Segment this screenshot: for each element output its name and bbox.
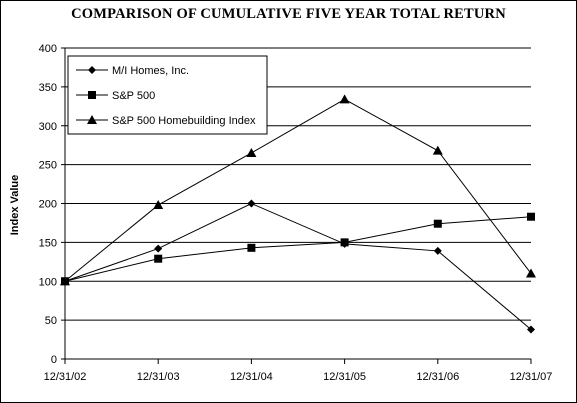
chart-title: COMPARISON OF CUMULATIVE FIVE YEAR TOTAL…	[71, 6, 506, 22]
data-point	[433, 246, 442, 255]
data-point	[154, 254, 163, 263]
data-point	[247, 243, 256, 252]
y-tick-label: 100	[39, 276, 57, 288]
data-point	[339, 94, 350, 104]
x-tick-label: 12/31/04	[230, 371, 273, 383]
legend-entry: S&P 500 Homebuilding Index	[76, 115, 256, 127]
series-diamond	[61, 199, 535, 334]
data-point	[527, 325, 535, 334]
x-tick-label: 12/31/07	[510, 371, 553, 383]
series-line	[64, 202, 532, 330]
y-tick-label: 350	[39, 82, 57, 94]
series-line	[64, 98, 532, 282]
legend-marker	[88, 66, 96, 74]
series-line	[64, 216, 532, 282]
x-tick-label: 12/31/02	[44, 371, 87, 383]
data-point	[247, 199, 256, 208]
series	[60, 94, 536, 334]
data-point	[433, 219, 442, 228]
x-tick-label: 12/31/05	[323, 371, 366, 383]
legend-entry: M/I Homes, Inc.	[76, 65, 189, 77]
y-tick-label: 200	[39, 199, 57, 211]
y-tick-label: 300	[39, 121, 57, 133]
y-tick-label: 150	[39, 237, 57, 249]
data-point	[340, 238, 349, 247]
legend-label: M/I Homes, Inc.	[112, 65, 189, 77]
legend: M/I Homes, Inc. S&P 500 S&P 500 Homebuildi…	[67, 55, 268, 135]
x-tick-label: 12/31/06	[416, 371, 459, 383]
y-tick-label: 50	[45, 315, 57, 327]
series-triangle	[60, 94, 536, 286]
data-point	[526, 268, 536, 278]
data-point	[154, 244, 163, 253]
x-tick-label: 12/31/03	[137, 371, 180, 383]
legend-entry: S&P 500	[76, 90, 155, 102]
y-tick-label: 400	[39, 43, 57, 55]
data-point	[153, 200, 164, 210]
legend-label: S&P 500	[112, 90, 155, 102]
y-tick-labels: 0 50 100 150 200 250 300 350 400	[39, 43, 65, 366]
data-point	[60, 276, 70, 286]
data-point	[527, 212, 535, 221]
legend-label: S&P 500 Homebuilding Index	[112, 115, 256, 127]
x-tick-labels: 12/31/02 12/31/03 12/31/04 12/31/05 12/31/06…	[44, 359, 553, 383]
y-tick-label: 0	[51, 354, 57, 366]
y-tick-label: 250	[39, 160, 57, 172]
data-point	[246, 147, 257, 157]
data-point	[432, 145, 443, 155]
y-axis-label: Index Value	[9, 175, 21, 236]
legend-marker	[88, 91, 96, 99]
legend-marker	[87, 115, 97, 124]
